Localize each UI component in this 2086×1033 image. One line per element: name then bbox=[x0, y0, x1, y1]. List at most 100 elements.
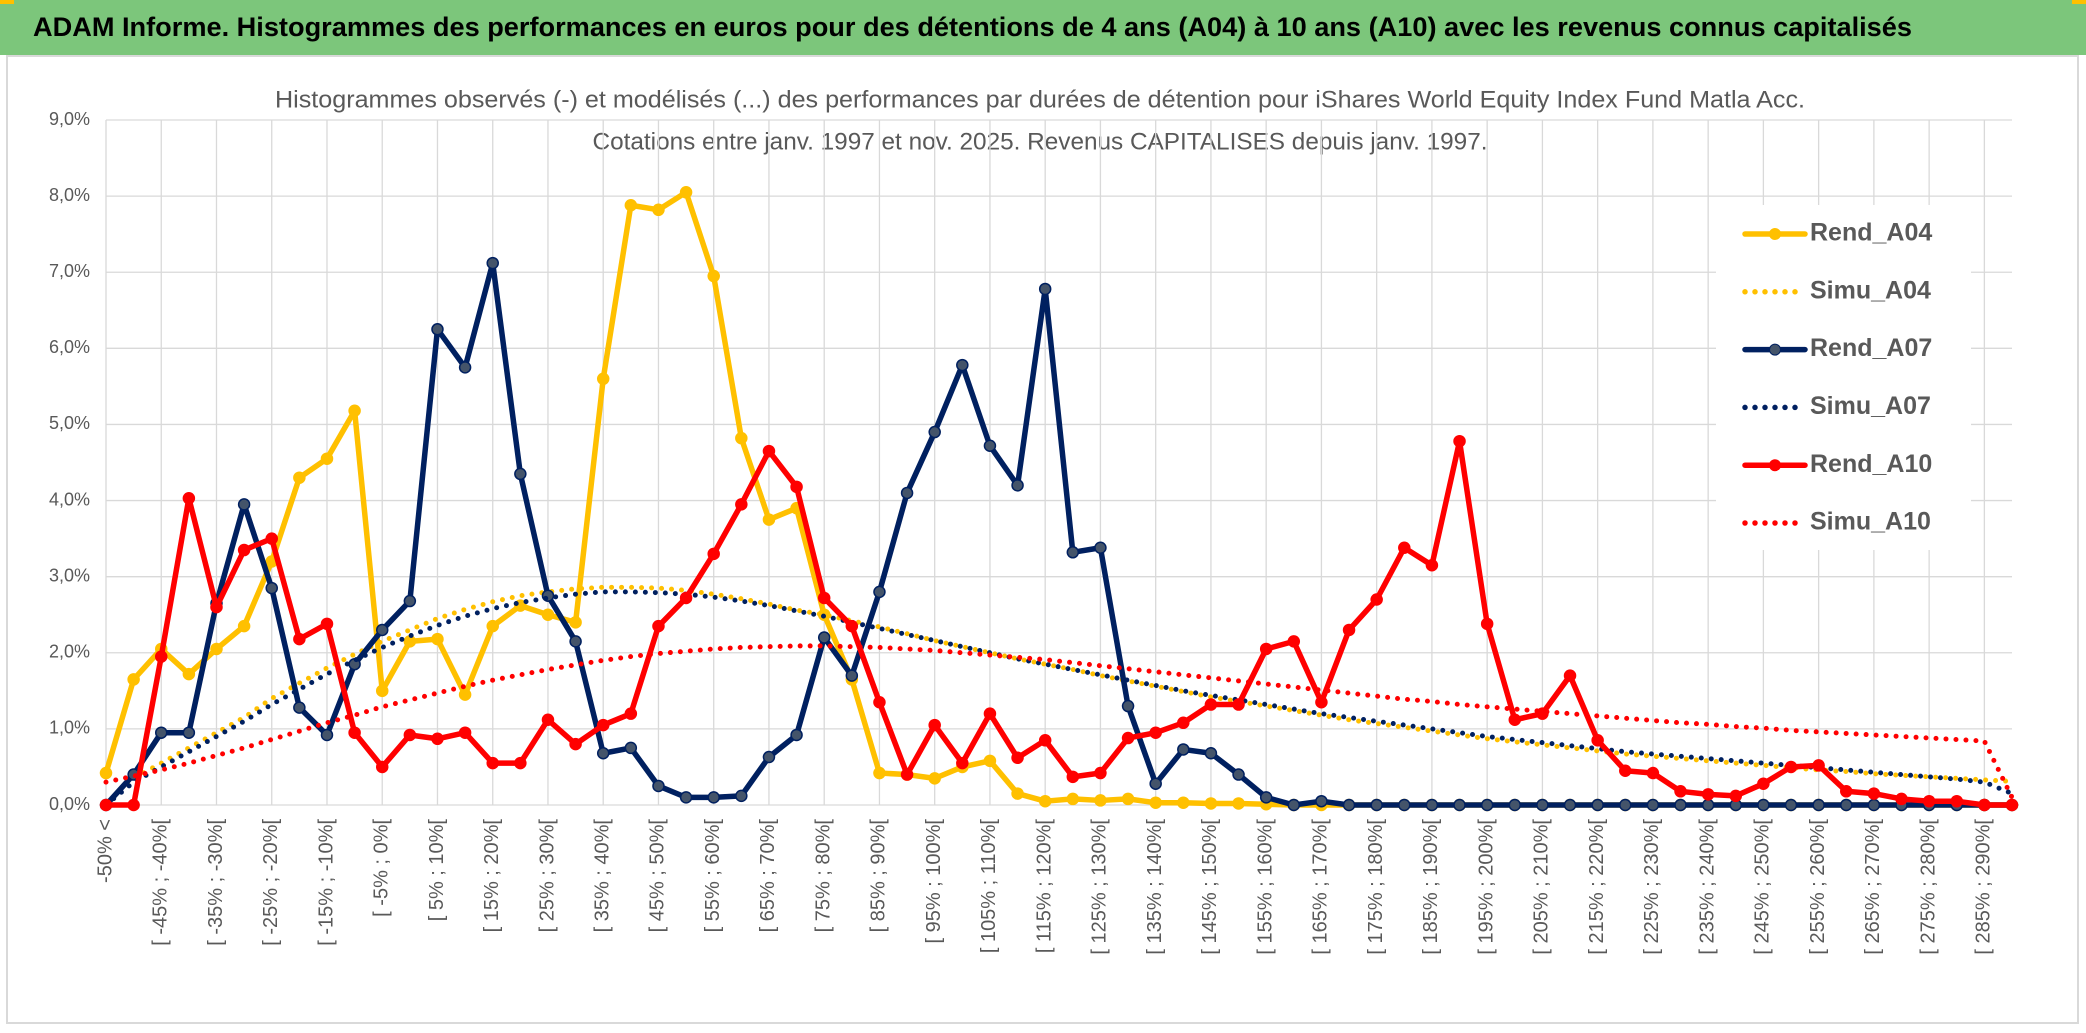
legend-label: Simu_A07 bbox=[1810, 392, 1931, 420]
legend-label: Rend_A10 bbox=[1810, 450, 1932, 478]
data-point bbox=[1757, 777, 1770, 790]
x-tick-label: [ -45% ; -40%[ bbox=[150, 819, 172, 946]
data-point bbox=[348, 404, 361, 417]
data-point bbox=[569, 616, 582, 629]
data-point bbox=[486, 756, 499, 770]
data-point bbox=[320, 452, 334, 465]
data-point bbox=[431, 632, 444, 646]
data-point bbox=[2005, 798, 2019, 812]
header-bar bbox=[0, 0, 2086, 55]
data-point bbox=[1204, 698, 1218, 711]
data-point bbox=[1232, 698, 1245, 711]
data-point bbox=[624, 198, 638, 212]
data-point bbox=[1066, 792, 1080, 806]
x-tick-label: [ 185% ; 190%[ bbox=[1420, 819, 1442, 955]
data-point bbox=[1922, 794, 1936, 808]
chart-subtitle: Histogrammes observés (-) et modélisés (… bbox=[275, 86, 1805, 113]
x-tick-label: [ 45% ; 50%[ bbox=[647, 819, 669, 933]
data-point bbox=[596, 746, 610, 760]
data-point bbox=[1177, 716, 1190, 730]
x-tick-label: [ 125% ; 130%[ bbox=[1089, 819, 1111, 955]
data-point bbox=[1563, 798, 1577, 812]
data-point bbox=[265, 581, 278, 595]
data-point bbox=[1232, 797, 1245, 810]
data-point bbox=[1895, 792, 1908, 806]
x-tick-label: [ 115% ; 120%[ bbox=[1033, 819, 1055, 954]
data-point bbox=[1480, 798, 1494, 812]
y-tick-label: 9,0% bbox=[49, 109, 90, 129]
x-tick-label: [ 5% ; 10%[ bbox=[426, 819, 448, 922]
data-point bbox=[293, 632, 306, 646]
data-point bbox=[127, 673, 140, 686]
data-point bbox=[679, 591, 693, 605]
x-tick-label: [ 35% ; 40%[ bbox=[591, 819, 613, 933]
data-point bbox=[320, 728, 334, 742]
x-tick-label: [ 15% ; 20%[ bbox=[481, 819, 503, 933]
header-title: ADAM Informe. Histogrammes des performan… bbox=[33, 12, 1912, 42]
x-tick-label: [ 245% ; 250%[ bbox=[1752, 819, 1774, 955]
data-point bbox=[154, 726, 168, 739]
y-tick-label: 6,0% bbox=[49, 337, 90, 357]
data-point bbox=[1204, 746, 1218, 760]
legend-background bbox=[1716, 205, 1971, 550]
data-point bbox=[1480, 617, 1494, 631]
x-tick-label: [ -25% ; -20%[ bbox=[260, 819, 282, 946]
data-point bbox=[320, 617, 334, 631]
data-point bbox=[624, 741, 638, 755]
data-point bbox=[707, 547, 720, 561]
x-tick-label: [ -5% ; 0%[ bbox=[371, 819, 393, 917]
data-point bbox=[928, 425, 941, 439]
data-point bbox=[983, 439, 997, 453]
legend-marker bbox=[1769, 228, 1781, 240]
data-point bbox=[1342, 798, 1356, 812]
data-point bbox=[845, 619, 859, 633]
model-line bbox=[103, 584, 2015, 808]
data-point bbox=[403, 728, 417, 742]
data-point bbox=[403, 594, 417, 608]
model-line bbox=[103, 643, 2015, 800]
data-point bbox=[375, 623, 389, 637]
x-tick-label: [ -35% ; -30%[ bbox=[205, 819, 227, 946]
data-point bbox=[1011, 479, 1024, 492]
observed-line bbox=[103, 438, 2015, 808]
data-point bbox=[679, 186, 693, 199]
x-tick-label: [ 205% ; 210%[ bbox=[1531, 819, 1553, 955]
x-tick-label: [ 265% ; 270%[ bbox=[1862, 819, 1884, 955]
legend-label: Simu_A10 bbox=[1810, 508, 1931, 536]
data-point bbox=[1398, 541, 1411, 554]
x-tick-label: [ 235% ; 240%[ bbox=[1696, 819, 1718, 955]
data-point bbox=[375, 684, 389, 698]
data-point bbox=[1315, 794, 1328, 808]
data-point bbox=[1867, 787, 1881, 800]
data-point bbox=[624, 707, 638, 720]
x-tick-label: [ 105% ; 110%[ bbox=[978, 819, 1000, 954]
data-point bbox=[182, 726, 196, 739]
data-point bbox=[237, 619, 251, 633]
data-point bbox=[1812, 759, 1825, 772]
data-point bbox=[1674, 785, 1687, 798]
data-point bbox=[99, 766, 113, 780]
data-point bbox=[1840, 798, 1853, 812]
data-point bbox=[1287, 635, 1301, 648]
x-tick-label: [ 25% ; 30%[ bbox=[536, 819, 558, 933]
data-point bbox=[486, 256, 499, 270]
chart-subtitle: Cotations entre janv. 1997 et nov. 2025.… bbox=[593, 128, 1488, 155]
data-point bbox=[1038, 794, 1052, 808]
data-point bbox=[928, 718, 941, 732]
header-accent bbox=[0, 0, 14, 4]
data-point bbox=[735, 789, 748, 803]
y-tick-label: 4,0% bbox=[49, 489, 90, 509]
x-tick-label: -50% < bbox=[94, 819, 116, 883]
data-point bbox=[210, 600, 223, 614]
data-point bbox=[1840, 785, 1853, 798]
data-point bbox=[458, 361, 472, 374]
data-point bbox=[1591, 798, 1604, 812]
data-point bbox=[458, 688, 472, 701]
data-point bbox=[1646, 766, 1660, 780]
data-point bbox=[762, 750, 776, 764]
x-tick-label: [ 215% ; 220%[ bbox=[1586, 819, 1608, 955]
data-point bbox=[375, 760, 389, 774]
data-point bbox=[1149, 796, 1162, 809]
data-point bbox=[1812, 798, 1825, 812]
data-point bbox=[293, 701, 306, 714]
